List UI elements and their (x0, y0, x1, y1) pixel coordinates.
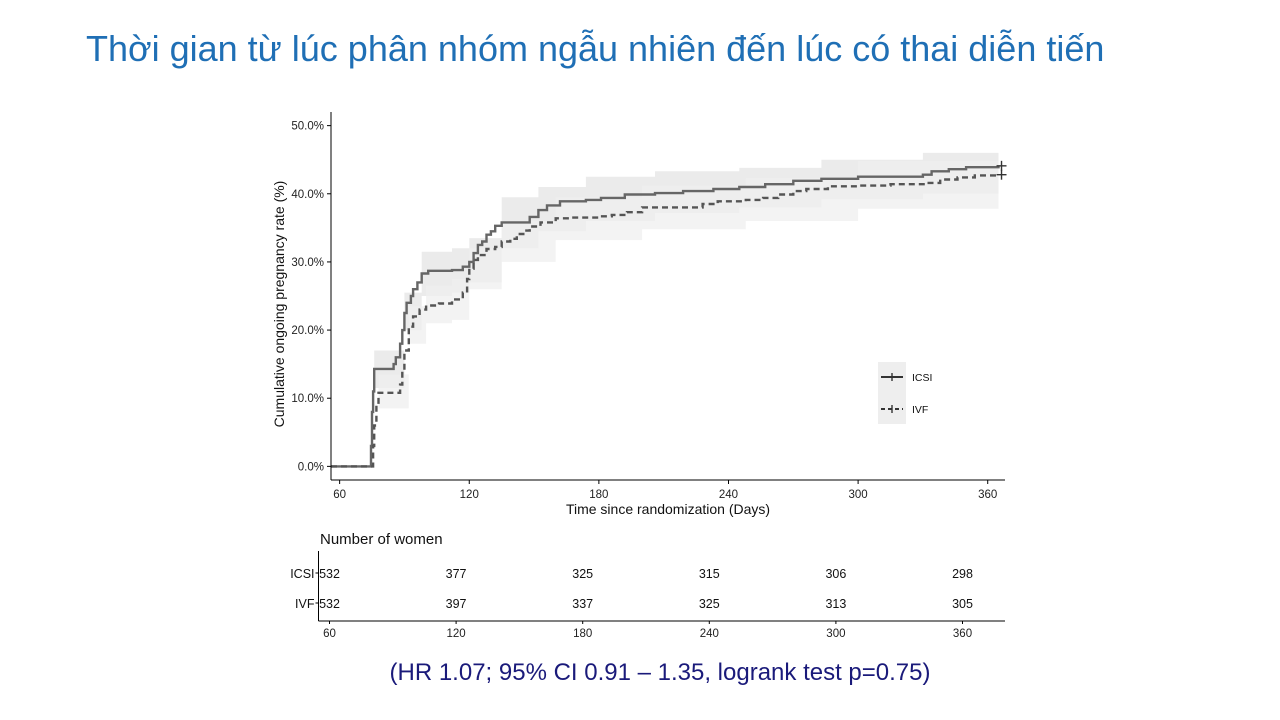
risk-row-label-icsi: ICSI (290, 567, 314, 581)
risk-cell: 298 (952, 567, 973, 581)
y-tick-label: 20.0% (291, 325, 324, 337)
survival-curves (331, 165, 1000, 468)
risk-x-tick-label: 360 (953, 628, 972, 640)
risk-x-tick-label: 300 (826, 628, 845, 640)
curve-icsi (331, 165, 1000, 468)
legend-label-ivf: IVF (912, 404, 928, 416)
risk-x-tick-label: 180 (573, 628, 592, 640)
x-tick-label: 120 (460, 489, 479, 501)
risk-row-label-ivf: IVF (295, 597, 315, 611)
risk-cell: 305 (952, 597, 973, 611)
legend-label-icsi: ICSI (912, 372, 932, 384)
x-tick-label: 60 (333, 489, 346, 501)
y-tick-label: 50.0% (291, 121, 324, 133)
legend: ICSI IVF (878, 362, 932, 424)
censor-marks (996, 160, 1007, 180)
risk-x-tick-label: 60 (323, 628, 336, 640)
ci-band-ivf (331, 149, 999, 467)
risk-cell: 397 (446, 597, 467, 611)
y-axis-label: Cumulative ongoing pregnancy rate (%) (271, 181, 287, 428)
risk-cell: 306 (825, 567, 846, 581)
footer-note: (HR 1.07; 95% CI 0.91 – 1.35, logrank te… (389, 659, 931, 686)
slide-title: Thời gian từ lúc phân nhóm ngẫu nhiên đế… (86, 28, 1105, 69)
risk-cell: 337 (572, 597, 593, 611)
legend-key-background (878, 362, 906, 424)
risk-cell: 313 (825, 597, 846, 611)
x-axis-label: Time since randomization (Days) (566, 501, 770, 517)
y-tick-label: 40.0% (291, 189, 324, 201)
risk-x-tick-label: 120 (447, 628, 466, 640)
risk-cell: 532 (319, 597, 340, 611)
risk-cell: 377 (446, 567, 467, 581)
confidence-bands (331, 146, 999, 467)
risk-cell: 315 (699, 567, 720, 581)
x-tick-label: 180 (589, 489, 608, 501)
risk-cell: 532 (319, 567, 340, 581)
x-tick-label: 300 (849, 489, 868, 501)
risk-table-title: Number of women (320, 531, 443, 548)
risk-cell: 325 (699, 597, 720, 611)
curve-ivf (331, 174, 1000, 468)
risk-table: Number of women ICSI 532 377 325 315 306 298 IVF… (290, 531, 1005, 640)
y-tick-label: 0.0% (298, 461, 324, 473)
y-tick-label: 30.0% (291, 257, 324, 269)
x-tick-label: 360 (978, 489, 997, 501)
y-tick-label: 10.0% (291, 393, 324, 405)
risk-x-tick-label: 240 (700, 628, 719, 640)
risk-cell: 325 (572, 567, 593, 581)
x-tick-label: 240 (719, 489, 738, 501)
axes: 0.0% 10.0% 20.0% 30.0% 40.0% 50.0% 60 120 180 240… (271, 112, 1005, 517)
